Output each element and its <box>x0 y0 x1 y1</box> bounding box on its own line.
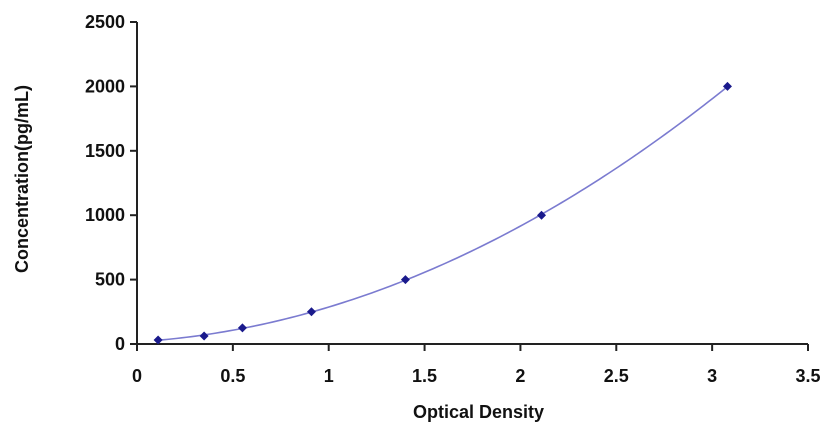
y-tick-label: 1000 <box>85 205 125 225</box>
x-tick-label: 1.5 <box>412 366 437 386</box>
x-tick-label: 1 <box>324 366 334 386</box>
x-tick-label: 0.5 <box>220 366 245 386</box>
x-tick-label: 3.5 <box>795 366 820 386</box>
x-tick-label: 3 <box>707 366 717 386</box>
data-point-marker <box>199 331 209 341</box>
x-axis-title: Optical Density <box>413 402 544 422</box>
data-point-marker <box>537 210 547 220</box>
x-axis-ticks: 0 0.5 1 1.5 2 2.5 3 3.5 <box>132 344 821 386</box>
x-tick-label: 2 <box>515 366 525 386</box>
data-point-marker <box>400 275 410 285</box>
y-tick-label: 0 <box>115 334 125 354</box>
y-tick-label: 500 <box>95 270 125 290</box>
y-tick-label: 2000 <box>85 76 125 96</box>
x-tick-label: 2.5 <box>604 366 629 386</box>
trendline-curve <box>158 86 728 342</box>
y-tick-label: 2500 <box>85 12 125 32</box>
data-point-marker <box>153 335 163 345</box>
y-axis-title: Concentration(pg/mL) <box>12 85 32 273</box>
data-point-marker <box>237 323 247 333</box>
data-point-marker <box>306 307 316 317</box>
y-axis-ticks: 0 500 1000 1500 2000 2500 <box>85 12 137 354</box>
x-tick-label: 0 <box>132 366 142 386</box>
y-tick-label: 1500 <box>85 141 125 161</box>
data-points <box>153 81 732 345</box>
data-point-marker <box>722 81 732 91</box>
